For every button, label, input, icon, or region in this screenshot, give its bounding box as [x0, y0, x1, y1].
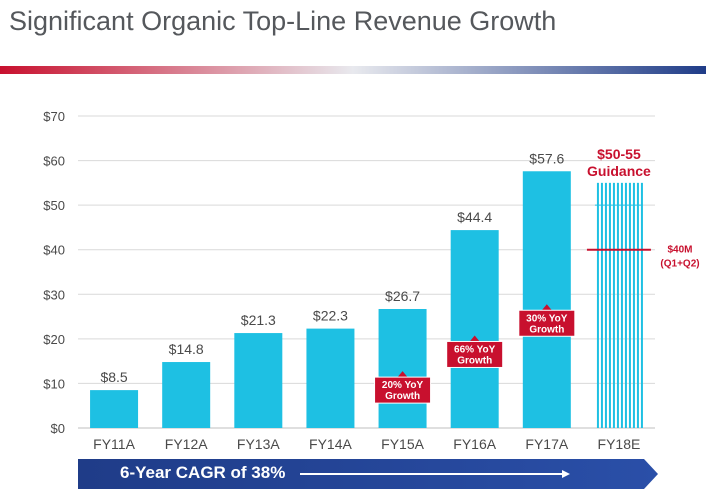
guidance-stripe: [608, 182, 611, 428]
y-tick-label: $10: [43, 376, 65, 391]
y-tick-label: $0: [51, 421, 65, 436]
bar: [306, 328, 355, 428]
guidance-stripe: [636, 182, 639, 428]
y-tick-label: $50: [43, 198, 65, 213]
y-tick-label: $30: [43, 287, 65, 302]
bar: [90, 390, 139, 428]
growth-callout-text: 30% YoY: [526, 313, 568, 324]
guidance-stripe: [624, 182, 627, 428]
guidance-stripe: [616, 182, 619, 428]
growth-callout: [446, 340, 504, 368]
cagr-banner: 6-Year CAGR of 38%: [78, 459, 658, 489]
guidance-label: Guidance: [587, 163, 651, 179]
guidance-stripe: [620, 182, 623, 428]
x-tick-label: FY15A: [381, 436, 424, 452]
bar-value-label: $8.5: [100, 369, 127, 385]
x-tick-label: FY13A: [237, 436, 280, 452]
x-tick-label: FY17A: [525, 436, 568, 452]
bar: [450, 230, 499, 428]
guidance-stripe: [612, 182, 615, 428]
bar-value-label: $21.3: [241, 312, 276, 328]
bar: [162, 362, 211, 428]
growth-callout-text: 20% YoY: [382, 380, 424, 391]
guidance-stripe: [604, 182, 607, 428]
guidance-label: $50-55: [597, 146, 641, 162]
h1-marker-label: (Q1+Q2): [660, 259, 699, 270]
cagr-label: 6-Year CAGR of 38%: [120, 463, 286, 482]
revenue-bar-chart: $0 $10 $20 $30 $40 $50 $60 $70 $8.5 FY11A $14.8 FY1…: [43, 109, 699, 452]
title-divider: [0, 66, 706, 74]
growth-callout: [518, 309, 576, 337]
bar-value-label: $26.7: [385, 288, 420, 304]
y-tick-label: $70: [43, 109, 65, 124]
guidance-stripe: [632, 182, 635, 428]
growth-callout-text: Growth: [457, 355, 492, 366]
bar: [234, 333, 283, 428]
slide-title: Significant Organic Top-Line Revenue Gro…: [9, 6, 557, 36]
bar-value-label: $14.8: [169, 341, 204, 357]
x-tick-label: FY11A: [93, 436, 135, 452]
bar-value-label: $44.4: [457, 209, 492, 225]
growth-callout: [374, 376, 432, 404]
growth-callout-text: 66% YoY: [454, 344, 496, 355]
bar-value-label: $22.3: [313, 308, 348, 324]
growth-callout-text: Growth: [385, 391, 420, 402]
y-tick-label: $20: [43, 332, 65, 347]
callout-pointer: [541, 304, 552, 311]
guidance-stripe: [600, 182, 603, 428]
callout-pointer: [469, 335, 480, 342]
x-tick-label: FY12A: [165, 436, 208, 452]
cagr-arrow-icon: [78, 459, 658, 489]
y-tick-label: $60: [43, 154, 65, 169]
h1-marker-label: $40M: [667, 245, 692, 256]
guidance-stripe: [628, 182, 631, 428]
x-tick-label: FY14A: [309, 436, 352, 452]
bar: [378, 308, 427, 428]
growth-callout-text: Growth: [529, 324, 564, 335]
y-tick-label: $40: [43, 243, 65, 258]
guidance-bar: [596, 182, 643, 428]
guidance-stripe: [640, 182, 643, 428]
guidance-stripe: [596, 182, 599, 428]
x-tick-label: FY16A: [453, 436, 496, 452]
bar: [522, 171, 571, 429]
x-tick-label: FY18E: [598, 436, 641, 452]
callout-pointer: [397, 371, 408, 378]
bar-value-label: $57.6: [529, 150, 564, 166]
